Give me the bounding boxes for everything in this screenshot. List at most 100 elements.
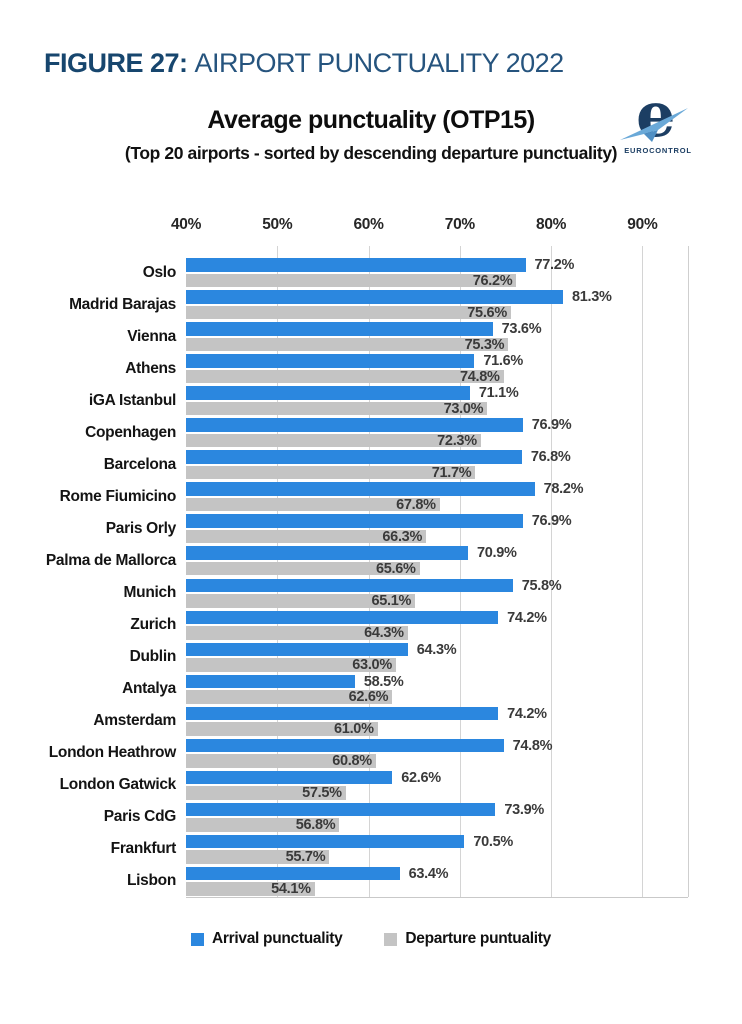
category-label: Frankfurt bbox=[110, 840, 177, 858]
figure-title: AIRPORT PUNCTUALITY 2022 bbox=[194, 48, 565, 78]
arrival-bar bbox=[186, 706, 499, 721]
arrival-value-label: 62.6% bbox=[401, 769, 441, 786]
airplane-icon bbox=[620, 108, 688, 142]
arrival-bar bbox=[186, 610, 499, 625]
departure-bar bbox=[186, 305, 511, 320]
arrival-value-label: 70.5% bbox=[473, 833, 513, 850]
category-label: Madrid Barajas bbox=[69, 295, 176, 313]
departure-value-label: 64.3% bbox=[364, 625, 404, 642]
plot-bottom-line bbox=[186, 897, 688, 898]
chart-subtitle: (Top 20 airports - sorted by descending … bbox=[124, 143, 618, 163]
category-label: iGA Istanbul bbox=[88, 391, 176, 409]
legend-swatch-icon bbox=[384, 932, 398, 946]
axis-tick-label: 60% bbox=[353, 216, 384, 233]
category-label: London Gatwick bbox=[59, 776, 177, 794]
legend-label: Arrival punctuality bbox=[212, 930, 343, 947]
axis-tick-label: 40% bbox=[170, 216, 202, 233]
arrival-bar bbox=[186, 578, 513, 592]
departure-value-label: 57.5% bbox=[302, 785, 342, 802]
departure-value-label: 56.8% bbox=[295, 817, 336, 834]
category-label: Lisbon bbox=[127, 872, 176, 890]
arrival-value-label: 58.5% bbox=[363, 673, 404, 690]
departure-bar bbox=[186, 433, 481, 448]
arrival-value-label: 76.9% bbox=[531, 513, 572, 530]
plot-right-border bbox=[688, 246, 689, 897]
departure-bar bbox=[186, 818, 340, 832]
arrival-value-label: 77.2% bbox=[534, 257, 575, 273]
arrival-value-label: 81.3% bbox=[571, 289, 612, 306]
category-label: Antalya bbox=[122, 680, 176, 698]
arrival-bar bbox=[186, 290, 563, 304]
departure-bar bbox=[186, 273, 517, 287]
arrival-bar bbox=[186, 546, 469, 560]
departure-value-label: 74.8% bbox=[460, 368, 500, 385]
arrival-bar bbox=[186, 386, 470, 400]
departure-bar bbox=[186, 401, 488, 416]
legend: Arrival punctuality Departure puntuality bbox=[0, 930, 742, 948]
eurocontrol-e-icon: e bbox=[612, 84, 704, 146]
departure-value-label: 66.3% bbox=[382, 528, 423, 545]
category-label: Rome Fiumicino bbox=[59, 487, 177, 505]
legend-item: Arrival punctuality bbox=[191, 930, 343, 948]
arrival-bar bbox=[186, 770, 393, 785]
departure-value-label: 65.6% bbox=[376, 560, 416, 577]
departure-bar bbox=[186, 882, 315, 896]
category-label: Vienna bbox=[127, 327, 176, 345]
arrival-bar bbox=[186, 834, 465, 849]
arrival-value-label: 74.8% bbox=[512, 737, 553, 754]
departure-value-label: 75.3% bbox=[464, 336, 505, 353]
departure-bar bbox=[186, 337, 509, 352]
departure-value-label: 72.3% bbox=[437, 432, 477, 449]
departure-bar bbox=[186, 529, 427, 544]
departure-value-label: 73.0% bbox=[443, 400, 484, 417]
arrival-bar bbox=[186, 354, 475, 368]
departure-value-label: 54.1% bbox=[271, 881, 311, 898]
departure-bar bbox=[186, 658, 396, 672]
gridline bbox=[551, 246, 553, 897]
category-label: London Heathrow bbox=[48, 744, 177, 762]
category-label: Munich bbox=[123, 584, 177, 601]
departure-value-label: 67.8% bbox=[396, 496, 436, 513]
category-label: Paris Orly bbox=[105, 519, 177, 537]
departure-bar bbox=[186, 594, 416, 608]
axis-tick-label: 90% bbox=[627, 216, 658, 233]
departure-value-label: 76.2% bbox=[472, 272, 513, 289]
departure-bar bbox=[186, 722, 378, 736]
departure-value-label: 61.0% bbox=[334, 721, 374, 738]
arrival-bar bbox=[186, 642, 408, 657]
departure-bar bbox=[186, 561, 420, 576]
eurocontrol-logo: e EUROCONTROL bbox=[612, 84, 704, 162]
arrival-value-label: 74.2% bbox=[507, 705, 547, 722]
category-label: Dublin bbox=[129, 648, 177, 666]
legend-swatch-icon bbox=[191, 932, 205, 946]
departure-bar bbox=[186, 690, 393, 704]
arrival-bar bbox=[186, 738, 504, 753]
eurocontrol-logo-text: EUROCONTROL bbox=[624, 146, 692, 155]
category-label: Athens bbox=[125, 359, 176, 377]
category-label: Paris CdG bbox=[103, 808, 177, 826]
axis-tick-label: 70% bbox=[444, 216, 475, 233]
arrival-bar bbox=[186, 802, 496, 817]
gridline bbox=[642, 246, 644, 897]
figure-header: FIGURE 27: AIRPORT PUNCTUALITY 2022 bbox=[44, 48, 564, 79]
arrival-value-label: 76.8% bbox=[530, 449, 571, 466]
departure-bar bbox=[186, 754, 376, 768]
category-label: Barcelona bbox=[103, 455, 177, 473]
legend-item: Departure puntuality bbox=[384, 930, 551, 948]
arrival-bar bbox=[186, 258, 526, 272]
legend-label: Departure puntuality bbox=[405, 930, 551, 947]
arrival-value-label: 73.6% bbox=[501, 321, 542, 338]
category-label: Copenhagen bbox=[85, 423, 176, 441]
category-label: Oslo bbox=[142, 263, 177, 281]
arrival-value-label: 73.9% bbox=[504, 801, 545, 818]
gridline bbox=[459, 246, 461, 897]
arrival-bar bbox=[186, 866, 400, 881]
departure-value-label: 55.7% bbox=[285, 849, 326, 866]
axis-tick-label: 50% bbox=[262, 216, 293, 233]
departure-bar bbox=[186, 369, 504, 384]
arrival-value-label: 76.9% bbox=[531, 417, 572, 434]
arrival-bar bbox=[186, 482, 535, 496]
arrival-value-label: 75.8% bbox=[521, 577, 562, 594]
category-label: Palma de Mallorca bbox=[45, 551, 176, 569]
departure-bar bbox=[186, 626, 408, 640]
